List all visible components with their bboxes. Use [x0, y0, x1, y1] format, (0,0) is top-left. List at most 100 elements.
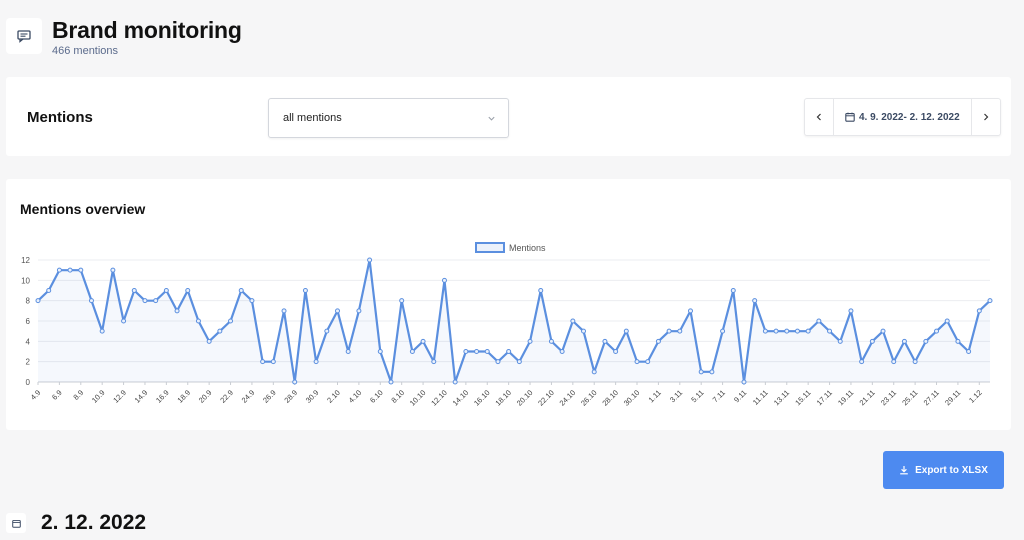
x-tick-label: 17.11 [815, 388, 834, 407]
data-point [110, 267, 116, 273]
date-range-picker[interactable]: 4. 9. 2022- 2. 12. 2022 [833, 99, 972, 135]
data-point [934, 328, 940, 334]
data-point [923, 338, 929, 344]
x-tick-label: 26.10 [579, 388, 599, 408]
data-point [67, 267, 73, 273]
download-icon [900, 466, 908, 475]
data-point [163, 288, 169, 293]
data-point [174, 308, 180, 314]
x-tick-label: 18.10 [493, 388, 513, 408]
data-point [249, 298, 255, 304]
x-tick-label: 28.10 [600, 388, 620, 408]
data-point [730, 288, 736, 293]
data-point [976, 308, 982, 314]
x-tick-label: 14.9 [133, 388, 150, 405]
x-tick-label: 24.9 [240, 388, 257, 405]
data-point [506, 349, 512, 354]
data-point [313, 359, 319, 365]
mentions-line-chart: 0 2 4 6 8 10 12 4.9 6.9 8.9 10.9 12.9 14.9 16.9 18.9 20… [21, 242, 993, 408]
data-point [441, 277, 447, 283]
date-range-label: 4. 9. 2022- 2. 12. 2022 [859, 111, 960, 123]
calendar-icon [845, 112, 855, 122]
data-point [399, 298, 405, 304]
x-tick-label: 19.11 [836, 388, 855, 407]
data-point [955, 338, 961, 344]
data-point [634, 359, 640, 365]
export-xlsx-button[interactable]: Export to XLSX [883, 451, 1004, 489]
data-point [99, 328, 105, 334]
legend-label: Mentions [509, 243, 546, 253]
x-tick-label: 22.10 [536, 388, 556, 408]
prev-period-button[interactable] [805, 99, 833, 135]
x-tick-label: 1.11 [647, 388, 663, 404]
data-point [516, 359, 522, 365]
x-tick-label: 16.10 [472, 388, 492, 408]
data-point [741, 379, 747, 385]
x-tick-label: 4.9 [29, 388, 43, 402]
x-tick-label: 21.11 [858, 388, 877, 407]
x-tick-label: 25.11 [900, 388, 919, 407]
data-point [623, 328, 629, 334]
data-point [687, 308, 693, 314]
x-tick-label: 6.9 [50, 388, 64, 402]
export-label: Export to XLSX [915, 464, 988, 476]
next-period-button[interactable] [972, 99, 1000, 135]
data-point [281, 308, 287, 314]
data-point [324, 328, 330, 334]
data-point [762, 328, 768, 334]
data-point [495, 359, 501, 365]
y-tick-label: 10 [21, 276, 30, 285]
date-heading: 2. 12. 2022 [41, 511, 147, 534]
data-point [548, 338, 554, 344]
x-tick-label: 7.11 [711, 388, 727, 404]
y-tick-label: 12 [21, 256, 30, 265]
chevron-down-icon [488, 116, 495, 121]
data-point [901, 338, 907, 344]
date-range-nav: 4. 9. 2022- 2. 12. 2022 [804, 98, 1001, 136]
x-tick-label: 24.10 [558, 388, 578, 408]
data-point [794, 328, 800, 334]
x-tick-label: 28.9 [282, 388, 299, 405]
x-tick-label: 13.11 [772, 388, 791, 407]
data-point [452, 379, 458, 385]
data-point [698, 369, 704, 375]
data-point [228, 318, 234, 324]
data-point [720, 328, 726, 334]
data-point [484, 349, 490, 354]
data-point [367, 257, 373, 263]
data-point [880, 328, 886, 334]
data-point [356, 308, 362, 314]
data-point [891, 359, 897, 365]
data-point [613, 349, 619, 354]
y-tick-label: 4 [26, 337, 31, 346]
x-tick-label: 18.9 [175, 388, 192, 405]
x-tick-label: 14.10 [451, 388, 471, 408]
legend-swatch [475, 242, 505, 253]
data-point [270, 359, 276, 365]
data-point [78, 267, 84, 273]
x-tick-label: 8.9 [71, 388, 85, 402]
data-point [869, 338, 875, 344]
data-point [463, 349, 469, 354]
data-point [773, 328, 779, 334]
data-point [302, 288, 308, 293]
chevron-right-icon [983, 113, 988, 121]
message-icon [6, 18, 42, 54]
data-point [260, 359, 266, 365]
data-point [752, 298, 758, 304]
data-point [570, 318, 576, 324]
chart-title: Mentions overview [20, 201, 146, 217]
x-tick-label: 12.10 [429, 388, 449, 408]
data-point [655, 338, 661, 344]
data-point [944, 318, 950, 324]
y-tick-label: 2 [26, 358, 31, 367]
mentions-type-select[interactable]: all mentions [268, 98, 509, 138]
mentions-overview-card: Mentions overview 0 2 4 6 8 10 12 4.9 6.9 8.9 10.9… [6, 179, 1011, 430]
data-point [538, 288, 544, 293]
x-tick-label: 6.10 [368, 388, 385, 405]
data-point [591, 369, 597, 375]
x-tick-label: 1.12 [967, 388, 984, 405]
data-point [987, 298, 993, 304]
data-point [238, 288, 244, 293]
data-point [409, 349, 415, 354]
